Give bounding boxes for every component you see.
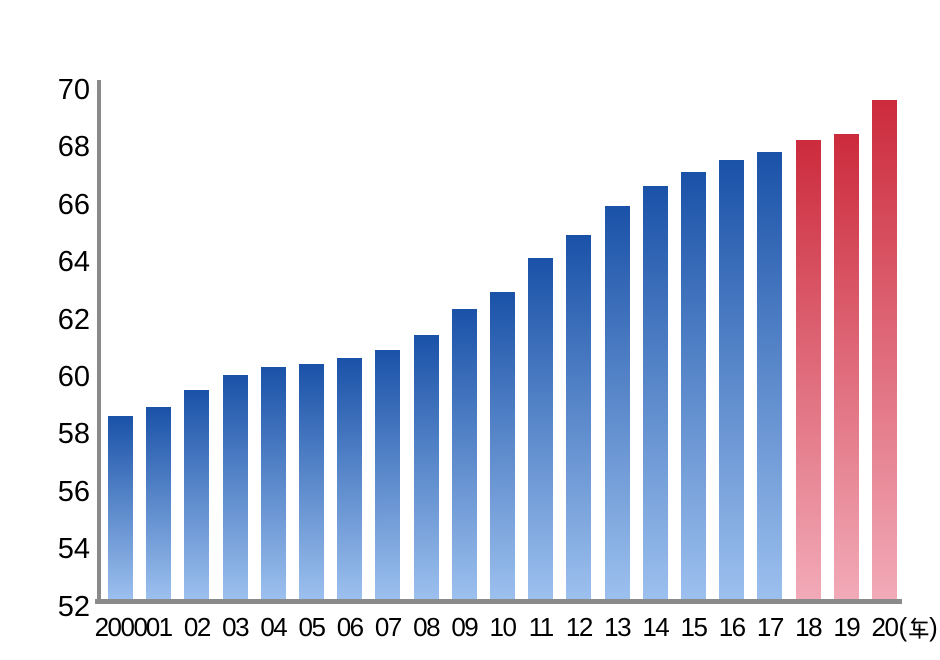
bar-19 [833, 134, 859, 599]
x-tick-label-17: 17 [756, 612, 784, 642]
x-tick-label-10: 10 [489, 612, 517, 642]
y-tick-label-60: 60 [57, 360, 90, 393]
y-tick-label-56: 56 [57, 475, 90, 508]
x-tick-label-19: 19 [833, 612, 860, 642]
bar-11 [528, 257, 554, 599]
bar-17 [757, 151, 783, 599]
x-tick-label-01: 01 [145, 612, 173, 642]
bar-05 [299, 363, 324, 599]
x-axis-unit-label: () [899, 612, 938, 642]
bar-18 [795, 140, 821, 599]
year-kanji-icon [909, 617, 929, 639]
x-tick-label-07: 07 [374, 612, 402, 642]
bar-10 [490, 292, 515, 599]
x-tick-label-12: 12 [565, 612, 593, 642]
y-tick-label-54: 54 [57, 533, 90, 566]
y-tick-label-64: 64 [57, 246, 90, 279]
bar-2000 [108, 415, 133, 599]
x-axis-line [95, 599, 902, 604]
y-tick-label-58: 58 [57, 418, 90, 451]
x-tick-label-13: 13 [604, 612, 631, 642]
x-tick-label-04: 04 [260, 612, 287, 642]
x-tick-label-2000: 2000 [94, 612, 148, 642]
x-tick-label-02: 02 [183, 612, 211, 642]
bar-02 [184, 389, 210, 599]
bar-15 [681, 171, 706, 599]
x-tick-label-05: 05 [298, 612, 326, 642]
y-tick-label-62: 62 [57, 303, 90, 336]
x-tick-label-14: 14 [642, 612, 669, 642]
bar-14 [642, 185, 668, 599]
unit-paren-close: ) [929, 612, 938, 642]
x-tick-label-18: 18 [795, 612, 822, 642]
x-tick-label-09: 09 [451, 612, 478, 642]
bar-20 [872, 99, 897, 599]
x-tick-label-06: 06 [336, 612, 364, 642]
x-tick-label-03: 03 [222, 612, 249, 642]
bar-03 [222, 375, 248, 599]
bar-04 [260, 366, 286, 599]
bar-01 [146, 406, 172, 599]
x-tick-label-20: 20 [871, 612, 899, 642]
x-tick-label-11: 11 [528, 612, 555, 642]
y-axis-line [97, 80, 101, 604]
y-tick-label-52: 52 [57, 590, 90, 623]
y-tick-label-70: 70 [57, 73, 90, 106]
bar-08 [413, 335, 439, 599]
x-tick-label-16: 16 [718, 612, 746, 642]
bar-09 [451, 309, 477, 599]
bar-06 [337, 358, 363, 599]
bar-07 [375, 349, 401, 599]
y-tick-label-66: 66 [57, 188, 90, 221]
bar-12 [566, 234, 592, 599]
x-tick-label-15: 15 [680, 612, 708, 642]
bar-13 [604, 206, 630, 599]
unit-paren-open: ( [898, 612, 908, 642]
x-tick-label-08: 08 [413, 612, 440, 642]
bar-16 [719, 160, 745, 599]
y-tick-label-68: 68 [57, 131, 90, 164]
